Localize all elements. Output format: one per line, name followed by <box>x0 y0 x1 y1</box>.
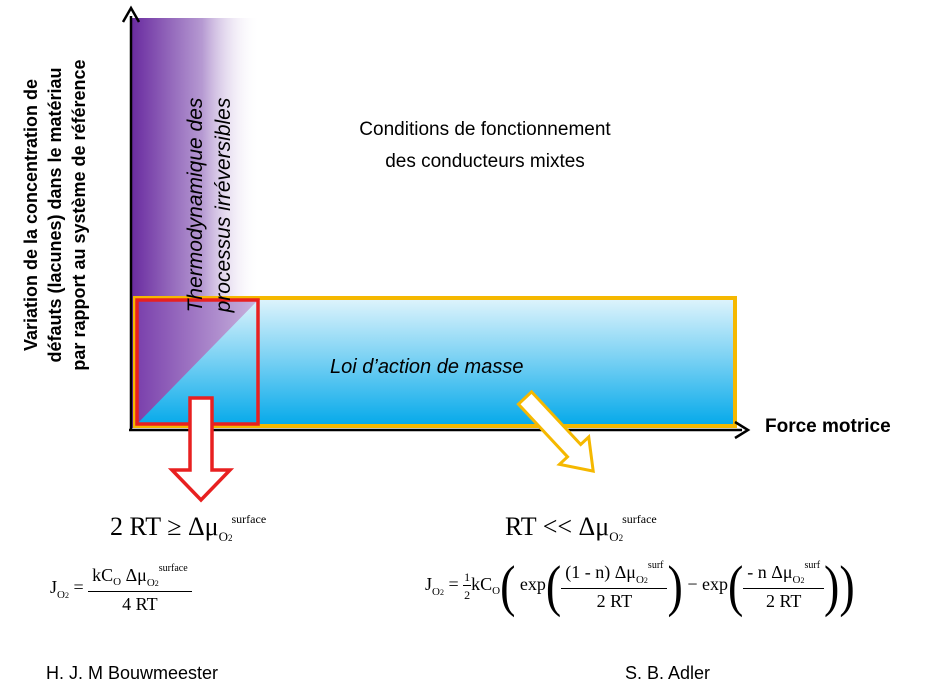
thermo-line-1: Thermodynamique des <box>184 97 207 313</box>
paren-open-1: ( <box>545 553 562 618</box>
outer-paren-close: ) <box>839 553 855 618</box>
y-axis-arrowhead <box>121 5 141 23</box>
exp-fraction-2: - n ΔμO2surf 2 RT <box>743 560 825 612</box>
paren-open-2: ( <box>727 553 744 618</box>
right-condition-lhs: RT << Δμ <box>505 512 610 541</box>
left-flux-denominator: 4 RT <box>122 594 158 614</box>
equals-sign: = <box>73 577 84 598</box>
left-condition: 2 RT ≥ ΔμO2 surface <box>110 512 266 545</box>
flux-symbol: J <box>50 577 58 598</box>
left-flux-numerator: kCO ΔμO2surface <box>88 563 192 592</box>
y-axis-label: Variation de la concentration de défauts… <box>0 0 110 440</box>
paren-close-2: ) <box>824 553 840 618</box>
right-condition: RT << ΔμO2 surface <box>505 512 657 545</box>
right-condition-sup: surface <box>622 512 657 526</box>
kc-term: kC <box>471 574 493 595</box>
x-axis-label: Force motrice <box>765 416 891 437</box>
flux-symbol: J <box>425 574 433 595</box>
y-label-line-2: défauts (lacunes) dans le matériau <box>45 67 65 363</box>
mass-action-outline <box>133 296 737 428</box>
equals-sign: = <box>448 574 464 595</box>
y-label-line-1: Variation de la concentration de <box>21 78 41 352</box>
exp-term-1: exp <box>519 574 546 595</box>
overlap-triangle <box>137 300 258 424</box>
red-down-arrow <box>167 396 235 503</box>
thermo-line-2: processus irréversibles <box>212 97 235 313</box>
left-condition-lhs: 2 RT ≥ Δμ <box>110 512 219 541</box>
exp-fraction-1: (1 - n) ΔμO2surf 2 RT <box>561 560 668 612</box>
left-condition-sup: surface <box>231 512 267 526</box>
x-axis-arrowhead <box>734 420 751 440</box>
right-author: S. B. Adler <box>625 663 711 683</box>
orange-diagonal-arrow <box>516 389 595 474</box>
right-flux-equation: JO2 = 1 2 kCO( exp((1 - n) ΔμO2surf 2 RT) −… <box>425 553 855 618</box>
flux-subscript: O2 <box>57 589 69 602</box>
left-condition-sub: O2 <box>218 529 233 544</box>
left-flux-fraction: kCO ΔμO2surface 4 RT <box>88 563 192 615</box>
paren-close-1: ) <box>667 553 683 618</box>
conditions-label: Conditions de fonctionnement des conduct… <box>290 114 680 178</box>
thermo-label: Thermodynamique des processus irréversib… <box>170 20 250 430</box>
conditions-line-1: Conditions de fonctionnement <box>359 119 611 140</box>
y-label-line-3: par rapport au système de référence <box>69 59 89 371</box>
kc-subscript: O <box>492 585 501 598</box>
mass-action-label: Loi d’action de masse <box>330 356 524 378</box>
flux-subscript: O2 <box>432 586 444 599</box>
outer-paren-open: ( <box>500 553 516 618</box>
conditions-line-2: des conducteurs mixtes <box>385 151 585 172</box>
exp-term-2: − exp <box>687 574 728 595</box>
left-author: H. J. M Bouwmeester <box>46 663 219 683</box>
right-condition-sub: O2 <box>609 529 624 544</box>
left-flux-equation: JO2 = kCO ΔμO2surface 4 RT <box>50 563 192 615</box>
